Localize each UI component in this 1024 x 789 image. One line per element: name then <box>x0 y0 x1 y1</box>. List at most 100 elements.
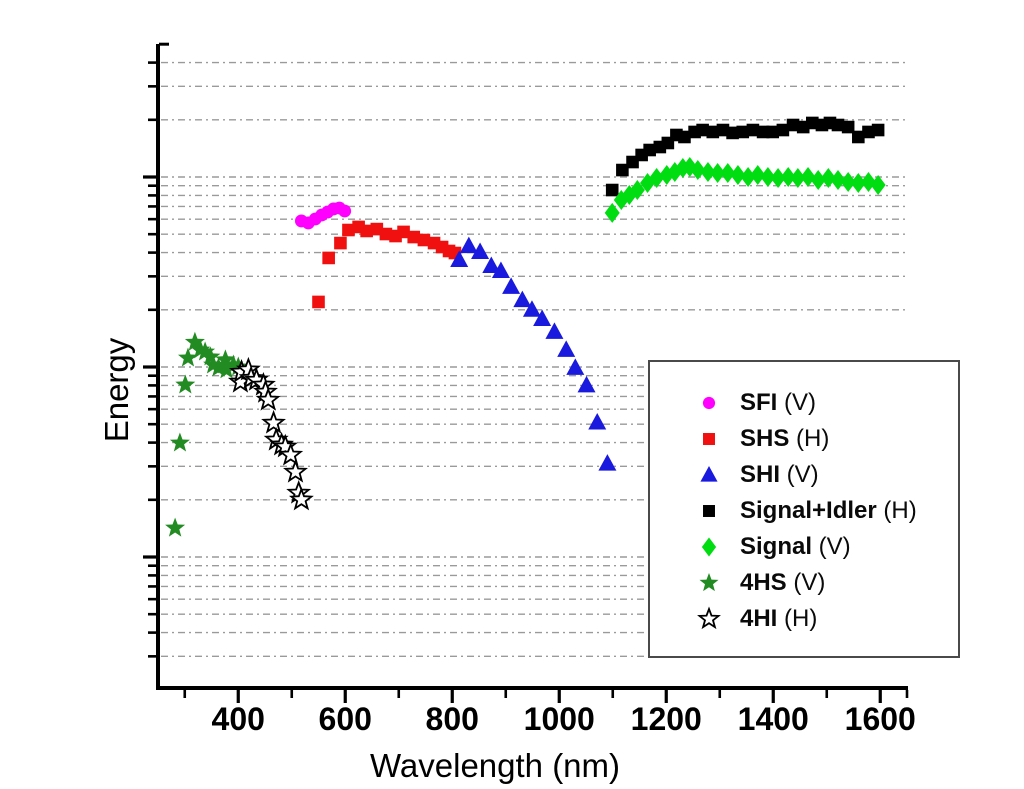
data-point <box>786 118 800 132</box>
data-point <box>616 163 629 177</box>
data-point <box>730 164 746 185</box>
data-point <box>577 375 596 393</box>
data-point <box>870 174 886 195</box>
data-point <box>678 130 691 144</box>
data-point <box>696 123 709 137</box>
data-point <box>598 454 617 471</box>
data-point <box>261 409 286 434</box>
data-point <box>522 300 541 317</box>
data-point <box>283 458 308 483</box>
data-point <box>533 309 552 326</box>
data-point <box>545 322 564 339</box>
legend-entry-signal: Signal (V) <box>650 529 958 565</box>
data-point <box>407 230 421 244</box>
data-point <box>746 123 760 137</box>
data-point <box>175 374 196 394</box>
legend-label: 4HS (V) <box>740 569 826 596</box>
y-axis-title: Energy <box>98 337 135 443</box>
data-point <box>178 347 198 367</box>
data-point <box>649 167 665 188</box>
data-point <box>482 256 501 274</box>
data-point <box>471 242 490 259</box>
data-point <box>871 123 885 137</box>
legend-entry-4hi: 4HI (H) <box>650 601 958 637</box>
legend-entry-signal-idler: Signal+Idler (H) <box>650 493 958 529</box>
data-point <box>165 517 186 537</box>
data-point <box>278 442 304 466</box>
data-point <box>716 123 730 137</box>
data-point <box>588 413 607 430</box>
data-point <box>502 277 521 294</box>
x-tick-label: 1600 <box>844 701 916 737</box>
data-point <box>215 349 236 369</box>
data-point <box>338 204 352 218</box>
data-point <box>604 202 620 223</box>
data-point <box>740 167 756 187</box>
data-point <box>726 126 739 140</box>
data-point <box>195 341 216 361</box>
data-point <box>800 167 816 187</box>
data-point <box>820 167 836 188</box>
legend-entry-sfi: SFI (V) <box>650 385 958 421</box>
circle-marker-icon <box>702 396 716 410</box>
data-point <box>334 236 347 250</box>
data-point <box>780 167 796 187</box>
data-point <box>255 386 281 411</box>
data-point <box>831 118 845 132</box>
data-point <box>379 227 393 241</box>
legend-box: SFI (V) SHS (H) SHI (V) Signal+Idler (H) Sig… <box>648 360 960 658</box>
data-point <box>557 340 576 357</box>
data-point <box>690 159 706 180</box>
data-point <box>736 125 750 139</box>
data-point <box>700 162 716 183</box>
data-point <box>750 164 766 185</box>
data-point <box>806 116 819 130</box>
legend-label: Signal (V) <box>740 533 851 560</box>
data-point <box>840 172 856 193</box>
data-point <box>760 167 776 187</box>
legend-label: SFI (V) <box>740 389 817 416</box>
star-marker-icon <box>699 573 719 592</box>
data-point <box>342 223 355 237</box>
data-point <box>810 170 826 191</box>
series-shi <box>450 236 617 471</box>
square-marker-icon <box>703 505 715 517</box>
series-sfi <box>294 201 352 230</box>
data-point <box>312 295 325 309</box>
x-tick-label: 800 <box>425 701 479 737</box>
data-point <box>850 172 866 193</box>
legend-label: 4HI (H) <box>740 605 818 632</box>
data-point <box>629 180 645 201</box>
data-point <box>184 331 205 351</box>
legend-label: Signal+Idler (H) <box>740 497 917 524</box>
data-point <box>491 261 510 279</box>
square-marker-icon <box>703 433 715 445</box>
data-point <box>643 143 656 157</box>
data-point <box>790 167 806 188</box>
legend-entry-shs: SHS (H) <box>650 421 958 457</box>
data-point <box>766 125 780 139</box>
data-point <box>450 250 469 267</box>
data-point <box>397 225 410 239</box>
data-point <box>360 224 373 238</box>
x-tick-label: 1400 <box>737 701 809 737</box>
series-4hs <box>165 331 249 537</box>
data-point <box>203 354 224 374</box>
data-point <box>852 130 865 144</box>
data-point <box>756 125 770 139</box>
series-shs <box>312 220 462 309</box>
series-signal-idler <box>605 116 885 197</box>
data-point <box>862 125 875 139</box>
series-signal <box>604 156 886 223</box>
data-point <box>200 346 221 366</box>
data-point <box>776 123 790 137</box>
series-4hi <box>227 356 314 511</box>
data-point <box>720 162 736 183</box>
data-point <box>288 486 314 511</box>
legend-label: SHS (H) <box>740 425 830 452</box>
data-point <box>513 290 532 308</box>
data-point <box>770 167 786 188</box>
data-point <box>706 125 720 139</box>
data-point <box>830 170 846 191</box>
data-point <box>459 236 478 254</box>
